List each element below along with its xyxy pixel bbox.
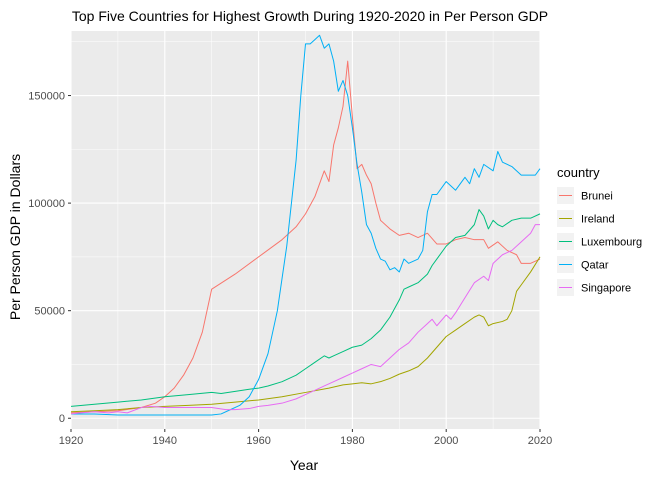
y-axis-title: Per Person GDP in Dollars bbox=[7, 154, 23, 320]
x-axis: 1920 1940 1960 1980 2000 2020 bbox=[59, 429, 552, 447]
legend-item-qatar: Qatar bbox=[557, 256, 609, 273]
legend-label: Singapore bbox=[581, 283, 631, 295]
series-line-qatar bbox=[71, 34, 541, 416]
chart-title: Top Five Countries for Highest Growth Du… bbox=[72, 8, 548, 24]
series-line-singapore bbox=[70, 224, 540, 415]
legend-label: Ireland bbox=[581, 214, 615, 226]
legend-title: country bbox=[557, 165, 600, 180]
minor-gridlines bbox=[71, 31, 540, 429]
x-tick-label: 1940 bbox=[153, 435, 177, 447]
legend-label: Luxembourg bbox=[581, 237, 642, 249]
x-tick-label: 1920 bbox=[59, 435, 83, 447]
y-tick-label: 50000 bbox=[34, 306, 65, 318]
x-tick-label: 1960 bbox=[246, 435, 270, 447]
y-tick-label: 0 bbox=[59, 413, 65, 425]
x-tick-label: 1980 bbox=[340, 435, 364, 447]
y-tick-label: 100000 bbox=[28, 198, 65, 210]
legend-item-ireland: Ireland bbox=[557, 210, 615, 227]
series-line-luxembourg bbox=[70, 209, 541, 407]
y-tick-label: 150000 bbox=[28, 91, 65, 103]
x-tick-label: 2000 bbox=[434, 435, 458, 447]
legend-label: Brunei bbox=[581, 191, 613, 203]
y-axis: 0 50000 100000 150000 bbox=[28, 91, 71, 425]
series-lines bbox=[70, 34, 541, 416]
legend-item-luxembourg: Luxembourg bbox=[557, 233, 642, 250]
major-gridlines bbox=[70, 31, 541, 429]
legend: country Brunei Ireland Luxembourg Qatar Sing… bbox=[557, 165, 642, 296]
legend-label: Qatar bbox=[581, 260, 609, 272]
legend-item-singapore: Singapore bbox=[557, 279, 631, 296]
series-line-ireland bbox=[70, 256, 541, 413]
x-axis-title: Year bbox=[290, 457, 319, 473]
legend-item-brunei: Brunei bbox=[557, 187, 613, 204]
x-tick-label: 2020 bbox=[528, 435, 552, 447]
